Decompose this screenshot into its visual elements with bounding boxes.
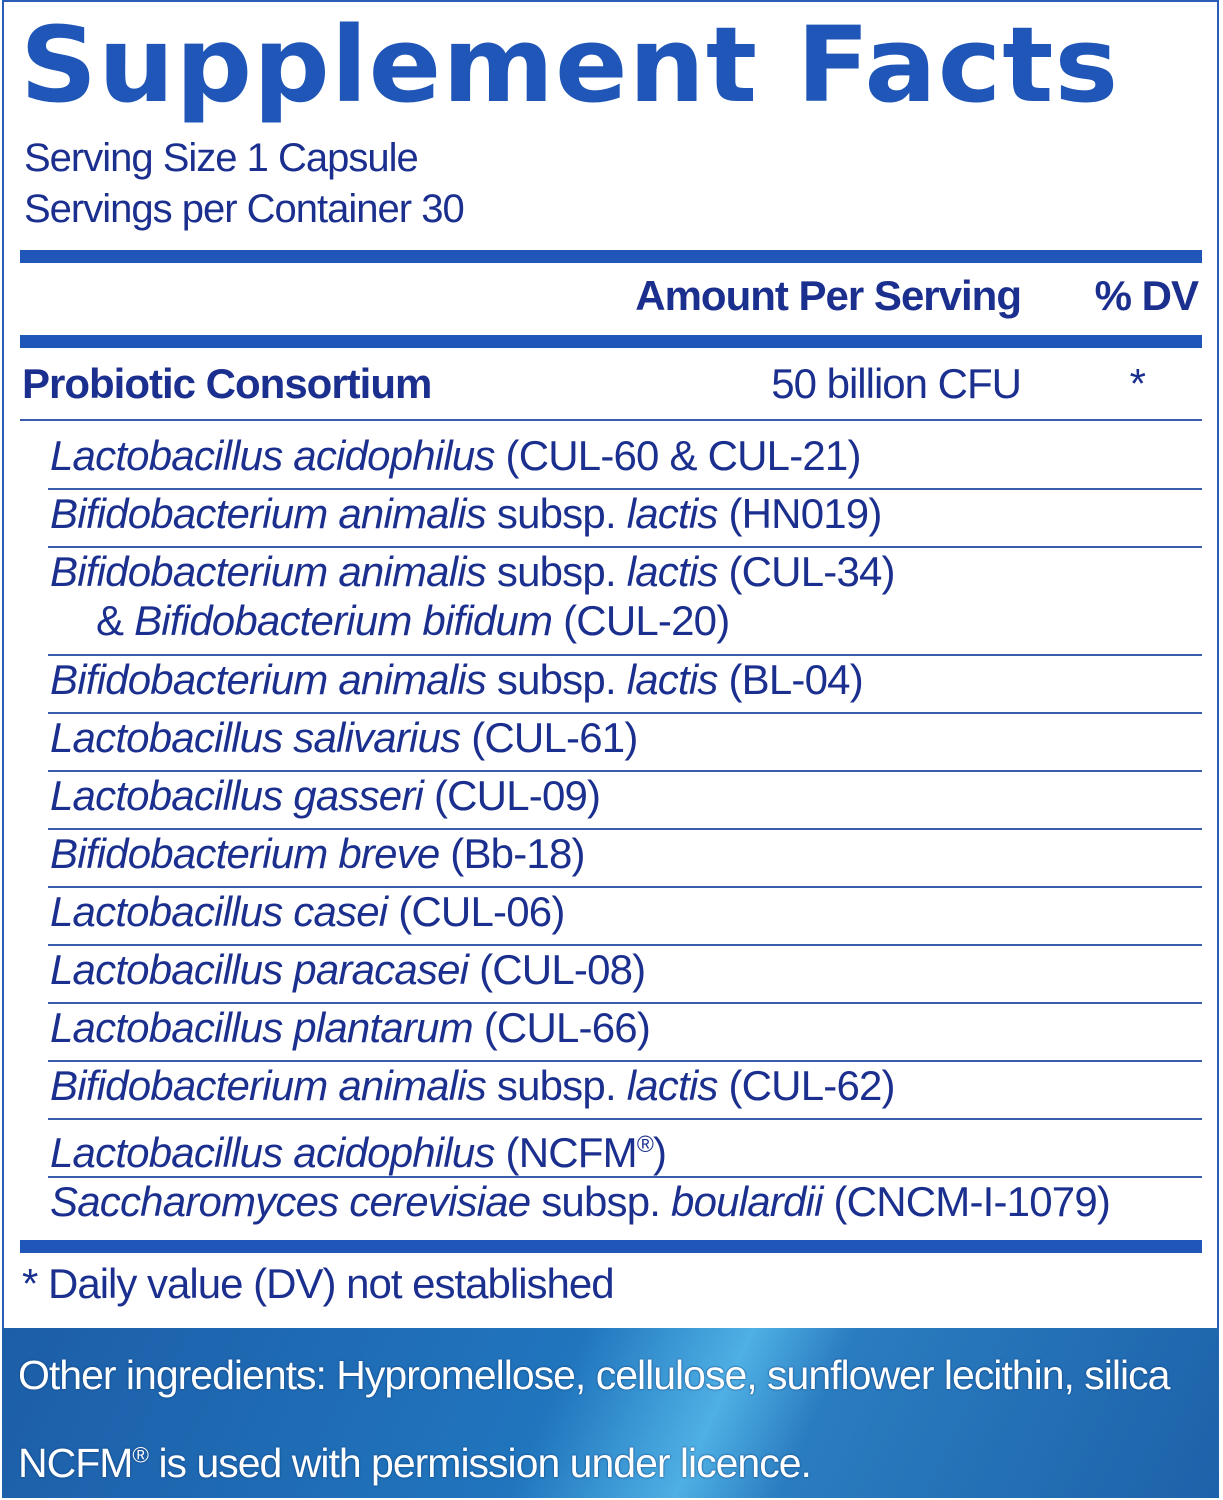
ingredient-row: Lactobacillus salivarius (CUL-61)	[50, 714, 638, 762]
ingredient-strain: (CNCM-I-1079)	[822, 1178, 1111, 1225]
ingredient-strain: (CUL-20)	[552, 597, 730, 644]
ingredient-row: Bifidobacterium animalis subsp. lactis (…	[50, 490, 882, 538]
consortium-dv: *	[1129, 360, 1146, 407]
divider-line	[48, 712, 1202, 714]
ingredient-strain: subsp.	[486, 548, 627, 595]
serving-size: Serving Size 1 Capsule	[24, 136, 419, 180]
ingredient-species: Bifidobacterium animalis	[50, 548, 487, 595]
ingredient-strain: (BL-04)	[717, 656, 863, 703]
ingredient-species: Bifidobacterium animalis	[50, 490, 487, 537]
ingredient-species: Lactobacillus gasseri	[50, 772, 424, 819]
ingredient-row: Lactobacillus gasseri (CUL-09)	[50, 772, 601, 820]
divider-line	[48, 770, 1202, 772]
ingredient-species: Lactobacillus acidophilus	[50, 1129, 495, 1176]
consortium-amount: 50 billion CFU	[771, 360, 1022, 407]
dv-header: % DV	[1094, 272, 1199, 319]
ingredient-strain: (CUL-34)	[717, 548, 895, 595]
ingredient-strain: (CUL-61)	[460, 714, 638, 761]
ingredient-row: Bifidobacterium animalis subsp. lactis (…	[50, 1062, 896, 1110]
ingredient-row: Lactobacillus paracasei (CUL-08)	[50, 946, 646, 994]
divider-line	[48, 886, 1202, 888]
ingredient-strain: (CUL-09)	[423, 772, 601, 819]
licence-mark: NCFM	[18, 1440, 133, 1486]
ingredient-strain: )	[653, 1129, 667, 1176]
ingredient-strain: ®	[636, 1131, 654, 1157]
ingredient-strain: subsp.	[486, 1062, 627, 1109]
ingredient-strain: (CUL-06)	[387, 888, 565, 935]
ingredient-strain: subsp.	[530, 1178, 672, 1225]
divider-bar	[20, 335, 1202, 348]
divider-line	[48, 488, 1202, 490]
ingredient-species: lactis	[626, 656, 719, 703]
ingredient-species: lactis	[626, 548, 719, 595]
footnote: * Daily value (DV) not established	[22, 1260, 615, 1307]
divider-line	[48, 546, 1202, 548]
servings-per-container: Servings per Container 30	[24, 187, 465, 231]
ingredient-strain: (CUL-60 & CUL-21)	[494, 432, 862, 479]
registered-mark: ®	[132, 1442, 149, 1468]
licence-text: is used with permission under licence.	[148, 1440, 811, 1486]
ingredient-strain: (HN019)	[717, 490, 882, 537]
ingredient-species: boulardii	[671, 1178, 823, 1225]
ingredient-row: Lactobacillus acidophilus (NCFM®)	[50, 1120, 667, 1177]
ingredient-row: Lactobacillus acidophilus (CUL-60 & CUL-…	[50, 432, 861, 480]
ingredient-strain: (CUL-08)	[468, 946, 646, 993]
divider-line	[48, 1118, 1202, 1120]
divider-line	[48, 944, 1202, 946]
ingredient-species: Lactobacillus salivarius	[50, 714, 461, 761]
divider-line	[48, 828, 1202, 830]
ingredient-species: Lactobacillus paracasei	[50, 946, 469, 993]
ingredient-strain: (CUL-62)	[717, 1062, 895, 1109]
ingredient-strain: (Bb-18)	[439, 830, 585, 877]
ingredient-species: lactis	[626, 490, 719, 537]
other-ingredients-band	[2, 1328, 1219, 1498]
other-ingredients: Other ingredients: Hypromellose, cellulo…	[18, 1352, 1170, 1398]
ingredient-strain: (CUL-66)	[472, 1004, 651, 1051]
consortium-name: Probiotic Consortium	[22, 360, 432, 407]
ingredient-row: Lactobacillus plantarum (CUL-66)	[50, 1004, 651, 1052]
ingredient-strain: (NCFM	[494, 1129, 638, 1176]
ingredient-strain: subsp.	[486, 490, 627, 537]
ingredient-species: Lactobacillus plantarum	[50, 1004, 474, 1051]
divider-line	[48, 1002, 1202, 1004]
ingredient-species: Lactobacillus acidophilus	[50, 432, 495, 479]
ingredient-row: Lactobacillus casei (CUL-06)	[50, 888, 565, 936]
divider-bar	[20, 250, 1202, 263]
ingredient-row: Bifidobacterium animalis subsp. lactis (…	[50, 548, 896, 596]
divider-line	[48, 1060, 1202, 1062]
ingredient-species: Bifidobacterium animalis	[50, 1062, 487, 1109]
licence-note: NCFM® is used with permission under lice…	[18, 1440, 812, 1487]
ingredient-species: lactis	[626, 1062, 719, 1109]
divider-line	[20, 419, 1202, 421]
ingredient-row: Saccharomyces cerevisiae subsp. boulardi…	[50, 1178, 1111, 1226]
ingredient-species: Lactobacillus casei	[50, 888, 388, 935]
amount-header: Amount Per Serving	[635, 272, 1022, 319]
divider-line	[48, 654, 1202, 656]
ingredient-species: Bifidobacterium breve	[50, 830, 440, 877]
ingredient-row: & Bifidobacterium bifidum (CUL-20)	[96, 597, 730, 645]
ingredient-row: Bifidobacterium breve (Bb-18)	[50, 830, 586, 878]
ingredient-species: Saccharomyces cerevisiae	[50, 1178, 531, 1225]
label-title: Supplement Facts	[20, 4, 1120, 126]
ingredient-row: Bifidobacterium animalis subsp. lactis (…	[50, 656, 864, 704]
ingredient-strain: subsp.	[486, 656, 627, 703]
ingredient-species: Bifidobacterium bifidum	[134, 597, 553, 644]
divider-bar	[20, 1240, 1202, 1253]
divider-line	[48, 1176, 1202, 1178]
ingredient-strain: &	[96, 597, 135, 644]
ingredient-species: Bifidobacterium animalis	[50, 656, 487, 703]
